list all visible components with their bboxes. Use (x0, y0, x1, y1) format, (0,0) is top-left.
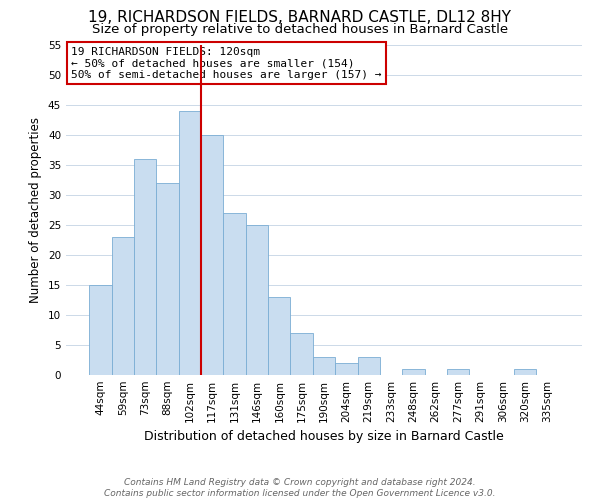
Bar (268, 297, 290, 375)
Y-axis label: Number of detached properties: Number of detached properties (29, 117, 43, 303)
Text: Contains HM Land Registry data © Crown copyright and database right 2024.
Contai: Contains HM Land Registry data © Crown c… (104, 478, 496, 498)
Bar (223, 213, 246, 375)
Bar (246, 225, 268, 375)
Text: 19, RICHARDSON FIELDS, BARNARD CASTLE, DL12 8HY: 19, RICHARDSON FIELDS, BARNARD CASTLE, D… (89, 10, 511, 25)
Bar (201, 135, 223, 375)
Bar (514, 369, 536, 375)
Bar (402, 369, 425, 375)
Bar (290, 333, 313, 375)
Bar (313, 357, 335, 375)
Bar (89, 285, 112, 375)
Bar (157, 183, 179, 375)
Bar (335, 363, 358, 375)
Text: Size of property relative to detached houses in Barnard Castle: Size of property relative to detached ho… (92, 22, 508, 36)
Bar (358, 357, 380, 375)
Bar (112, 237, 134, 375)
Bar (134, 159, 157, 375)
Bar (179, 111, 201, 375)
Text: 19 RICHARDSON FIELDS: 120sqm
← 50% of detached houses are smaller (154)
50% of s: 19 RICHARDSON FIELDS: 120sqm ← 50% of de… (71, 46, 382, 80)
Bar (447, 369, 469, 375)
X-axis label: Distribution of detached houses by size in Barnard Castle: Distribution of detached houses by size … (144, 430, 504, 444)
